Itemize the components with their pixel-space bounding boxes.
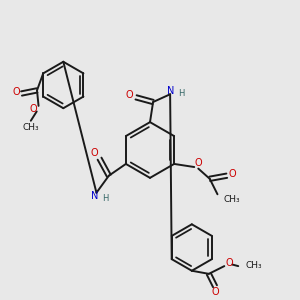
Text: CH₃: CH₃ xyxy=(245,261,262,270)
Text: O: O xyxy=(212,287,219,297)
Text: H: H xyxy=(178,89,184,98)
Text: O: O xyxy=(194,158,202,168)
Text: O: O xyxy=(225,258,233,268)
Text: N: N xyxy=(91,191,99,201)
Text: O: O xyxy=(229,169,236,179)
Text: H: H xyxy=(102,194,108,203)
Text: O: O xyxy=(29,104,37,114)
Text: N: N xyxy=(167,85,174,96)
Text: CH₃: CH₃ xyxy=(223,195,240,204)
Text: O: O xyxy=(12,87,20,97)
Text: O: O xyxy=(90,148,98,158)
Text: O: O xyxy=(125,90,133,100)
Text: CH₃: CH₃ xyxy=(22,123,39,132)
